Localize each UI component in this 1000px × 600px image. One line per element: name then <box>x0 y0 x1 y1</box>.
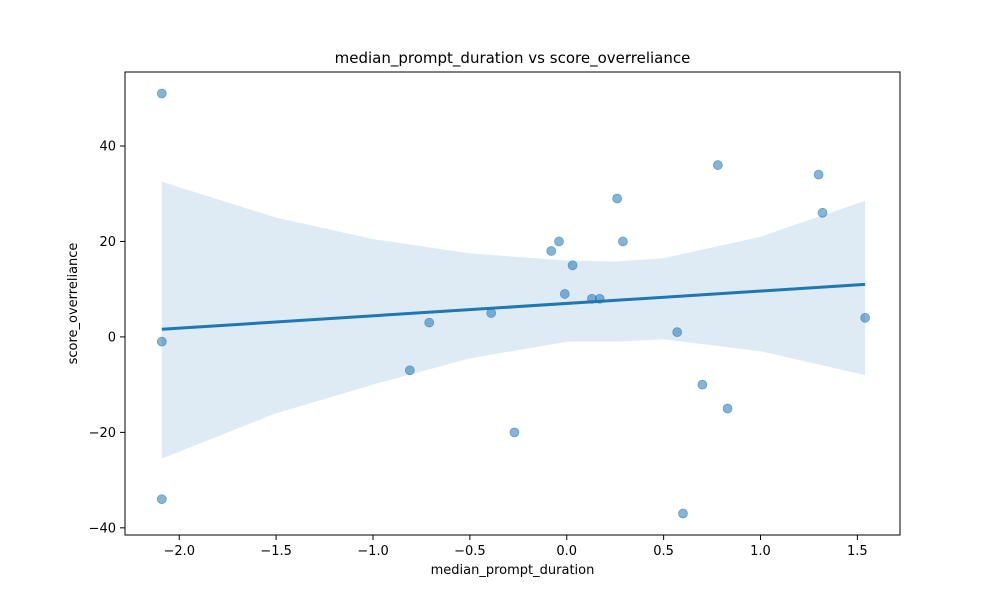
x-tick-label: 1.0 <box>750 544 771 559</box>
x-tick-label: −2.0 <box>163 544 195 559</box>
scatter-point <box>697 379 708 390</box>
scatter-point <box>559 289 570 299</box>
scatter-point <box>813 169 824 180</box>
y-tick-label: −20 <box>89 426 116 441</box>
scatter-point <box>486 308 497 318</box>
y-tick-label: 40 <box>99 139 116 154</box>
x-tick-label: 0.0 <box>556 544 577 559</box>
scatter-point <box>594 293 605 304</box>
plot-area-frame <box>124 71 901 536</box>
scatter-point <box>567 260 578 271</box>
y-tick-label: 0 <box>108 330 116 345</box>
x-tick-label: 1.5 <box>847 544 868 559</box>
scatter-point <box>509 427 520 438</box>
scatter-point <box>156 494 167 505</box>
confidence-band <box>161 181 866 459</box>
y-axis-label: score_overreliance <box>66 243 81 365</box>
scatter-point <box>712 160 723 170</box>
x-tick-label: −0.5 <box>454 544 486 559</box>
x-tick-label: −1.5 <box>260 544 292 559</box>
y-tick-label: 20 <box>99 235 116 250</box>
regression-line <box>161 282 866 331</box>
scatter-point <box>156 336 167 347</box>
scatter-point <box>722 403 733 414</box>
chart-title: median_prompt_duration vs score_overreli… <box>335 49 691 68</box>
scatter-point <box>860 312 871 323</box>
x-axis-label: median_prompt_duration <box>431 563 595 578</box>
scatter-point <box>678 508 688 519</box>
scatter-point <box>672 327 683 338</box>
scatter-point <box>546 246 557 256</box>
x-tick-label: 0.5 <box>653 544 674 559</box>
x-tick-label: −1.0 <box>357 544 389 559</box>
scatter-point <box>618 236 628 247</box>
scatter-point <box>404 365 415 376</box>
scatter-point <box>817 207 828 218</box>
scatter-point <box>554 236 564 247</box>
y-tick-label: −40 <box>89 521 116 536</box>
scatter-point <box>424 317 435 328</box>
scatter-point <box>612 193 623 204</box>
scatter-point <box>156 88 167 99</box>
